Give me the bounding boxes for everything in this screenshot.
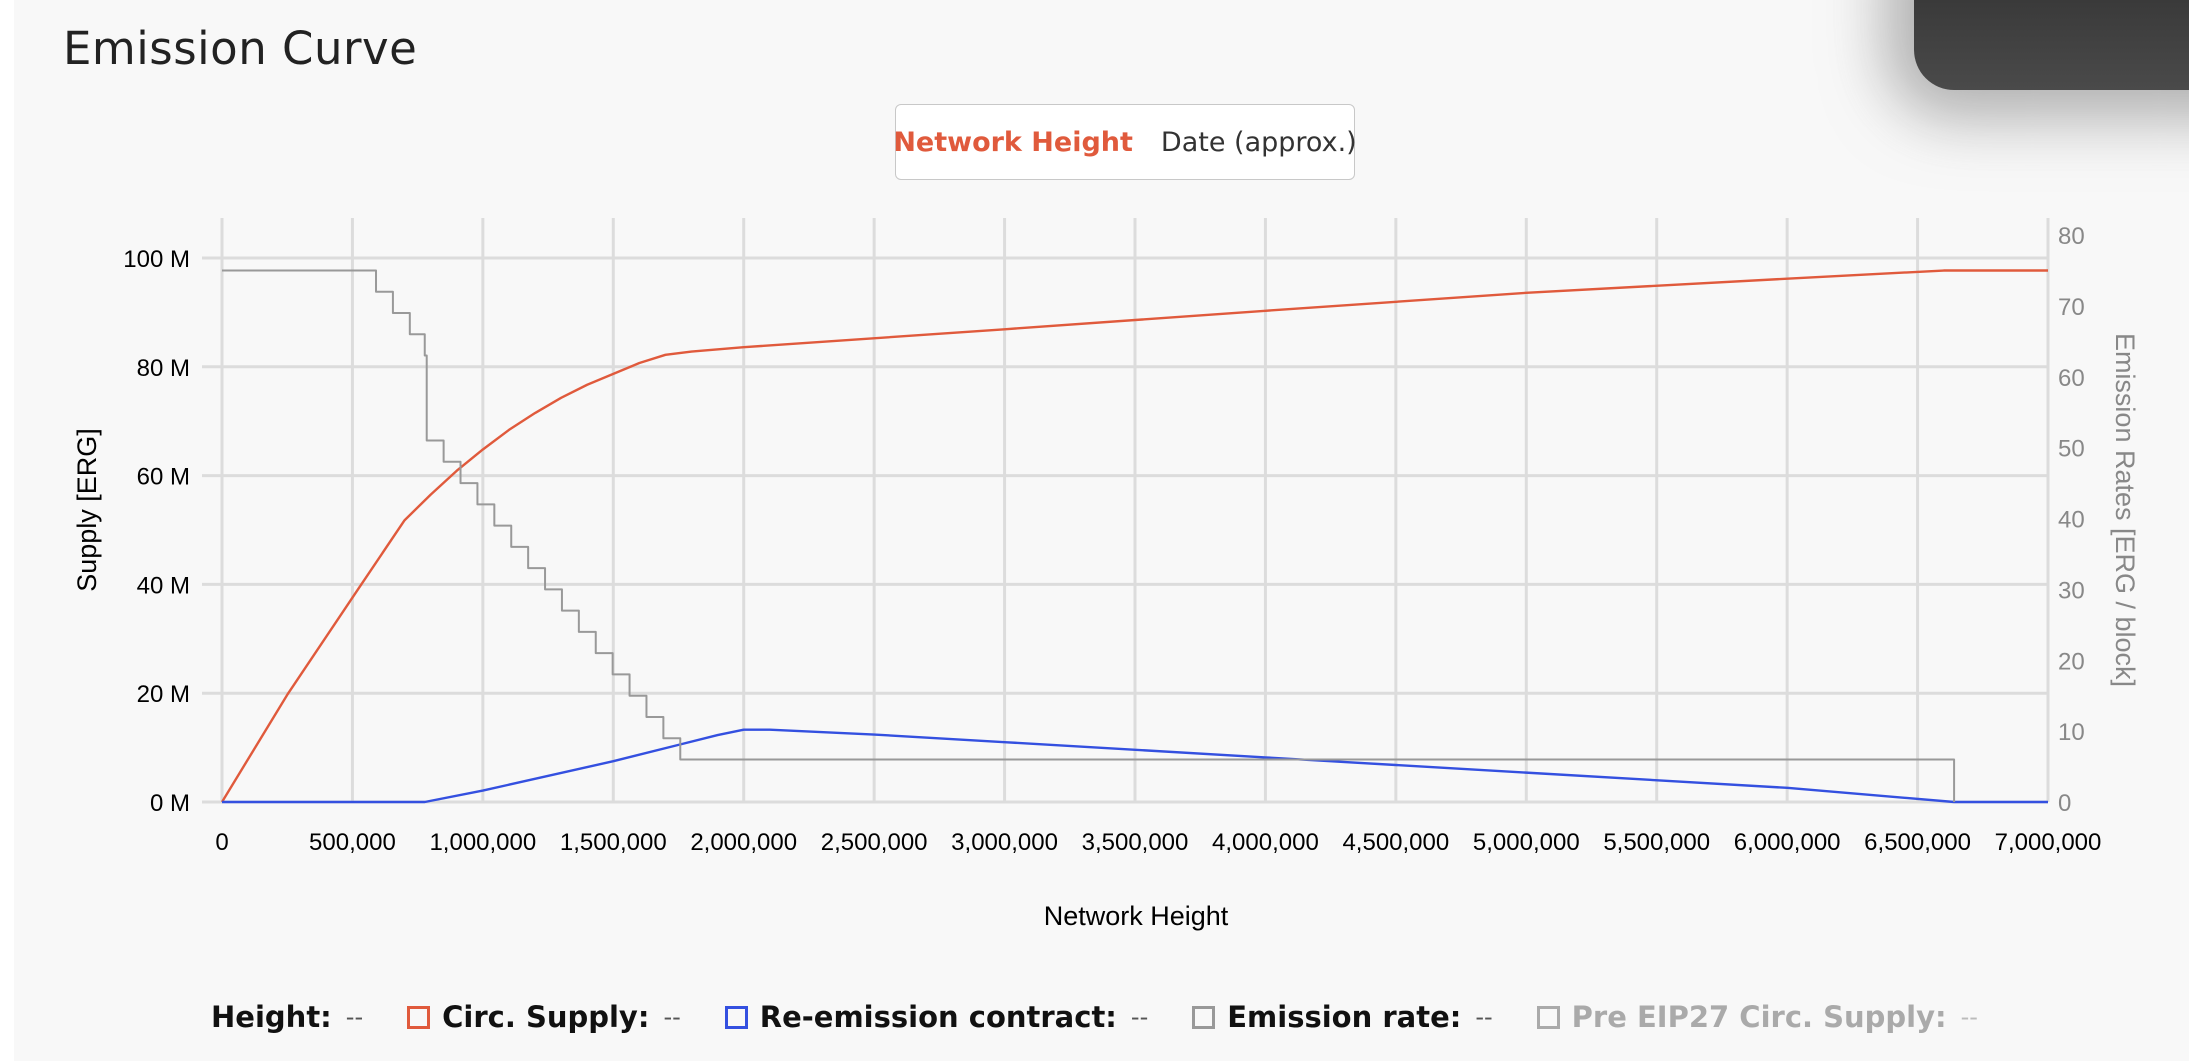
y-tick-label: 40 M [137, 572, 190, 599]
legend-emission-rate-value: -- [1475, 1003, 1493, 1031]
legend-pre-eip27[interactable]: Pre EIP27 Circ. Supply: -- [1536, 1000, 1978, 1034]
window-shadow [1914, 0, 2189, 90]
series-lines [220, 269, 2048, 804]
x-tick-label: 500,000 [309, 829, 396, 856]
toggle-date[interactable]: Date (approx.) [1160, 126, 1357, 158]
x-tick-label: 1,500,000 [560, 829, 667, 856]
x-tick-label: 5,500,000 [1603, 829, 1710, 856]
y2-tick-label: 20 [2058, 648, 2085, 675]
grid-lines [202, 218, 2050, 804]
y2-axis-title: Emission Rates [ERG / block] [2110, 333, 2140, 687]
x-tick-label: 7,000,000 [1995, 829, 2102, 856]
legend-circ-supply-value: -- [663, 1003, 681, 1031]
y2-tick-label: 60 [2058, 365, 2085, 392]
y2-tick-label: 50 [2058, 436, 2085, 463]
toggle-network-height[interactable]: Network Height [893, 126, 1133, 158]
legend-emission-rate[interactable]: Emission rate: -- [1192, 1000, 1493, 1034]
series-circ-supply [220, 269, 2048, 803]
legend: Height: -- Circ. Supply: -- Re-emission … [0, 992, 2189, 1042]
x-tick-label: 3,000,000 [951, 829, 1058, 856]
x-tick-label: 4,000,000 [1212, 829, 1319, 856]
legend-swatch-circ-supply [407, 1005, 431, 1029]
x-tick-label: 2,500,000 [821, 829, 928, 856]
legend-pre-eip27-value: -- [1960, 1003, 1978, 1031]
emission-chart[interactable]: 0 500,000 1,000,000 1,500,000 2,000,000 2,500… [0, 0, 2189, 980]
legend-height-label: Height: [211, 1000, 332, 1034]
legend-reemission[interactable]: Re-emission contract: -- [724, 1000, 1149, 1034]
legend-circ-supply-label: Circ. Supply: [442, 1000, 650, 1034]
y-tick-labels: 0 M 20 M 40 M 60 M 80 M 100 M [123, 246, 190, 817]
page-title: Emission Curve [63, 22, 418, 75]
y2-tick-labels: 0 10 20 30 40 50 60 70 80 [2058, 223, 2085, 817]
legend-circ-supply[interactable]: Circ. Supply: -- [407, 1000, 681, 1034]
x-tick-label: 2,000,000 [690, 829, 797, 856]
legend-reemission-label: Re-emission contract: [759, 1000, 1117, 1034]
y-tick-label: 0 M [150, 790, 190, 817]
y-axis-title: Supply [ERG] [72, 428, 102, 592]
y2-tick-label: 70 [2058, 294, 2085, 321]
y-tick-label: 80 M [137, 355, 190, 382]
x-tick-label: 6,500,000 [1864, 829, 1971, 856]
y-tick-label: 20 M [137, 681, 190, 708]
legend-swatch-emission-rate [1192, 1005, 1216, 1029]
x-tick-label: 5,000,000 [1473, 829, 1580, 856]
series-reemission-contract [222, 728, 2048, 804]
x-axis-toggle[interactable]: Network Height Date (approx.) [893, 104, 1357, 180]
x-tick-label: 6,000,000 [1734, 829, 1841, 856]
x-tick-label: 1,000,000 [429, 829, 536, 856]
x-tick-label: 4,500,000 [1342, 829, 1449, 856]
y-tick-label: 60 M [137, 464, 190, 491]
y2-tick-label: 30 [2058, 577, 2085, 604]
y2-tick-label: 10 [2058, 719, 2085, 746]
x-axis-title: Network Height [1044, 901, 1229, 931]
legend-emission-rate-label: Emission rate: [1227, 1000, 1462, 1034]
legend-height: Height: -- [211, 1000, 363, 1034]
legend-height-value: -- [345, 1003, 364, 1031]
y2-tick-label: 80 [2058, 223, 2085, 250]
y2-tick-label: 0 [2058, 790, 2071, 817]
legend-pre-eip27-label: Pre EIP27 Circ. Supply: [1571, 1000, 1947, 1034]
series-emission-rate [222, 269, 1956, 802]
legend-reemission-value: -- [1130, 1003, 1149, 1031]
y-tick-label: 100 M [123, 246, 190, 273]
x-tick-label: 0 [215, 829, 228, 856]
x-tick-labels: 0 500,000 1,000,000 1,500,000 2,000,000 2,500… [215, 829, 2101, 856]
x-tick-label: 3,500,000 [1082, 829, 1189, 856]
legend-swatch-pre-eip27 [1536, 1005, 1560, 1029]
legend-swatch-reemission [724, 1005, 748, 1029]
y2-tick-label: 40 [2058, 507, 2085, 534]
